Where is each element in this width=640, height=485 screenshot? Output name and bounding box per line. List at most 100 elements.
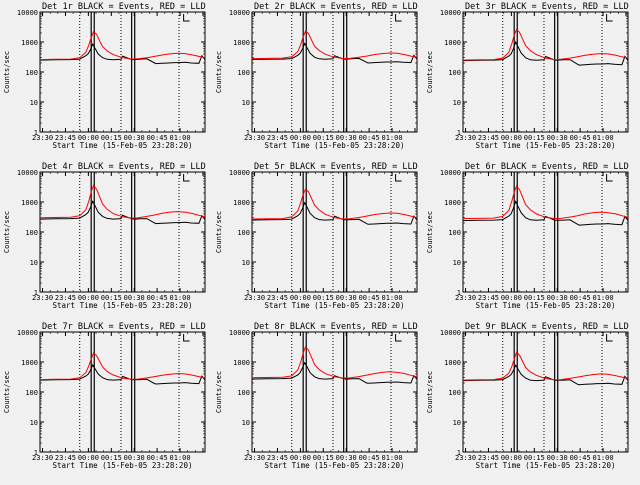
y-axis-label: Counts/sec xyxy=(3,51,11,93)
y-axis-label: Counts/sec xyxy=(215,371,223,413)
x-tick-label: 00:45 xyxy=(359,294,380,302)
series-line-red-lld xyxy=(462,28,629,61)
x-tick-label: 00:15 xyxy=(101,134,122,142)
panel-frame xyxy=(39,11,206,133)
x-axis-label: Start Time (15-Feb-05 23:28:20) xyxy=(265,141,405,150)
y-axis-label: Counts/sec xyxy=(215,211,223,253)
x-tick-label: 23:45 xyxy=(478,134,499,142)
panel-title: Det 7r BLACK = Events, RED = LLD xyxy=(42,322,206,332)
y-tick-label: 100 xyxy=(448,69,461,77)
x-tick-label: 00:00 xyxy=(290,134,311,142)
series-line-red-lld xyxy=(39,184,206,219)
y-tick-label: 100 xyxy=(25,389,38,397)
x-tick-label: 00:45 xyxy=(359,454,380,462)
y-tick-label: 1000 xyxy=(233,39,250,47)
series-line-black-events xyxy=(39,200,206,225)
y-tick-label: 100 xyxy=(237,389,250,397)
panel-title: Det 2r BLACK = Events, RED = LLD xyxy=(254,2,418,12)
y-tick-label: 10000 xyxy=(440,169,461,177)
y-axis-label: Counts/sec xyxy=(3,371,11,413)
x-tick-label: 01:00 xyxy=(382,294,403,302)
panel-frame xyxy=(251,171,418,293)
series-line-black-events xyxy=(462,200,629,226)
panel-9: Det 9r BLACK = Events, RED = LLD 1 10 100 10… xyxy=(426,322,629,470)
x-tick-label: 00:15 xyxy=(524,454,545,462)
x-tick-label: 23:45 xyxy=(478,454,499,462)
series-line-red-lld xyxy=(39,30,206,61)
bracket-marker xyxy=(395,14,402,22)
x-tick-label: 00:00 xyxy=(78,294,99,302)
bracket-marker xyxy=(183,14,190,22)
x-tick-label: 00:30 xyxy=(336,134,357,142)
panel-frame xyxy=(462,171,629,293)
x-axis-label: Start Time (15-Feb-05 23:28:20) xyxy=(476,461,616,470)
x-tick-label: 00:00 xyxy=(78,134,99,142)
series-line-red-lld xyxy=(39,352,206,381)
panel-title: Det 9r BLACK = Events, RED = LLD xyxy=(465,322,629,332)
x-tick-label: 01:00 xyxy=(593,134,614,142)
series-line-red-lld xyxy=(251,345,418,379)
x-tick-label: 00:15 xyxy=(101,454,122,462)
y-tick-label: 1000 xyxy=(233,359,250,367)
y-tick-label: 10 xyxy=(453,99,461,107)
x-tick-label: 23:30 xyxy=(455,134,476,142)
panel-title: Det 4r BLACK = Events, RED = LLD xyxy=(42,162,206,172)
y-tick-label: 1 xyxy=(34,289,38,297)
x-axis-label: Start Time (15-Feb-05 23:28:20) xyxy=(265,461,405,470)
x-tick-label: 00:15 xyxy=(313,134,334,142)
x-tick-label: 00:00 xyxy=(501,294,522,302)
panel-4: Det 4r BLACK = Events, RED = LLD 1 10 100 10… xyxy=(3,162,206,310)
x-tick-label: 23:30 xyxy=(32,134,53,142)
bracket-marker xyxy=(606,14,613,22)
x-axis-label: Start Time (15-Feb-05 23:28:20) xyxy=(53,301,193,310)
series-line-black-events xyxy=(251,42,418,64)
y-tick-label: 10 xyxy=(242,259,250,267)
x-tick-label: 00:30 xyxy=(124,454,145,462)
series-line-black-events xyxy=(39,42,206,65)
x-tick-label: 23:45 xyxy=(267,134,288,142)
y-tick-label: 1000 xyxy=(21,359,38,367)
panel-frame xyxy=(462,11,629,133)
y-tick-label: 1000 xyxy=(233,199,250,207)
panel-title: Det 1r BLACK = Events, RED = LLD xyxy=(42,2,206,12)
y-tick-label: 1 xyxy=(457,289,461,297)
y-tick-label: 10 xyxy=(30,259,38,267)
x-tick-label: 00:00 xyxy=(290,454,311,462)
y-axis-label: Counts/sec xyxy=(426,211,434,253)
x-tick-label: 00:00 xyxy=(501,454,522,462)
panel-5: Det 5r BLACK = Events, RED = LLD 1 10 100 10… xyxy=(215,162,418,310)
x-tick-label: 00:15 xyxy=(313,454,334,462)
y-tick-label: 100 xyxy=(237,69,250,77)
y-tick-label: 10000 xyxy=(229,9,250,17)
x-tick-label: 01:00 xyxy=(170,294,191,302)
x-tick-label: 00:45 xyxy=(570,134,591,142)
y-tick-label: 10000 xyxy=(229,329,250,337)
x-axis-label: Start Time (15-Feb-05 23:28:20) xyxy=(53,461,193,470)
y-tick-label: 10 xyxy=(453,419,461,427)
panel-title: Det 8r BLACK = Events, RED = LLD xyxy=(254,322,418,332)
x-tick-label: 23:45 xyxy=(55,294,76,302)
x-tick-label: 00:30 xyxy=(547,134,568,142)
x-tick-label: 00:00 xyxy=(501,134,522,142)
bracket-marker xyxy=(183,174,190,182)
series-line-black-events xyxy=(462,364,629,386)
y-tick-label: 10 xyxy=(30,99,38,107)
series-line-red-lld xyxy=(462,185,629,220)
panel-frame xyxy=(251,11,418,133)
series-line-red-lld xyxy=(251,188,418,220)
panel-title: Det 6r BLACK = Events, RED = LLD xyxy=(465,162,629,172)
series-line-black-events xyxy=(251,361,418,384)
panel-6: Det 6r BLACK = Events, RED = LLD 1 10 100 10… xyxy=(426,162,629,310)
y-axis-label: Counts/sec xyxy=(215,51,223,93)
y-tick-label: 1 xyxy=(457,129,461,137)
y-tick-label: 10 xyxy=(242,99,250,107)
x-tick-label: 00:30 xyxy=(124,294,145,302)
panel-frame xyxy=(39,331,206,453)
x-tick-label: 23:30 xyxy=(455,294,476,302)
bracket-marker xyxy=(606,174,613,182)
x-tick-label: 00:30 xyxy=(547,454,568,462)
y-tick-label: 10000 xyxy=(17,169,38,177)
x-axis-label: Start Time (15-Feb-05 23:28:20) xyxy=(53,141,193,150)
panel-frame xyxy=(251,331,418,453)
